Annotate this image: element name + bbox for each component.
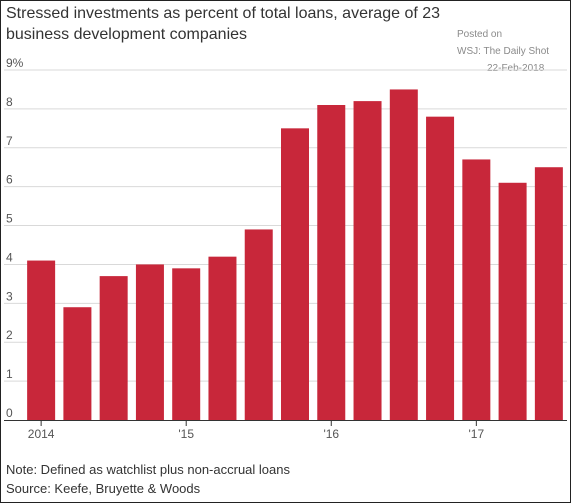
chart-title: Stressed investments as percent of total…: [6, 5, 441, 43]
bar: [244, 229, 273, 420]
date-stamp: 22-Feb-2018: [487, 63, 545, 74]
x-axis: 2014 '15 '16 '17: [4, 420, 567, 441]
posted-on-stamp: Posted on: [457, 29, 503, 40]
x-tick-label: 2014: [28, 427, 55, 441]
x-tick-label: '16: [323, 427, 339, 441]
y-tick-label: 5: [6, 212, 13, 226]
x-tick-label: '15: [178, 427, 194, 441]
bar: [389, 89, 418, 420]
bar: [135, 264, 164, 420]
y-axis-ticks: 0 1 2 3 4 5 6 7 8 9%: [6, 56, 24, 420]
bar: [498, 182, 527, 420]
y-tick-label: 6: [6, 173, 13, 187]
source-stamp: WSJ: The Daily Shot: [457, 46, 550, 57]
y-tick-label: 0: [6, 406, 13, 420]
y-tick-label: 4: [6, 250, 13, 264]
bar: [99, 276, 128, 420]
bar: [208, 256, 237, 420]
y-tick-label: 3: [6, 289, 13, 303]
y-tick-label: 9%: [6, 56, 24, 70]
bar: [27, 260, 56, 420]
bar: [172, 268, 201, 420]
bar: [317, 105, 346, 420]
y-tick-label: 7: [6, 134, 13, 148]
bar: [353, 101, 382, 420]
y-tick-label: 8: [6, 95, 13, 109]
chart-source: Source: Keefe, Bruyette & Woods: [6, 481, 201, 496]
y-tick-label: 2: [6, 328, 13, 342]
bar: [534, 167, 563, 420]
y-tick-label: 1: [6, 367, 13, 381]
bar-chart: 0 1 2 3 4 5 6 7 8 9% 2014 '15 '16 '17: [4, 56, 567, 441]
x-tick-label: '17: [469, 427, 485, 441]
bar: [462, 159, 491, 420]
chart-note: Note: Defined as watchlist plus non-accr…: [6, 462, 290, 477]
bar: [63, 307, 92, 420]
bar: [426, 116, 455, 421]
bar: [281, 128, 309, 420]
bars: [27, 89, 563, 421]
